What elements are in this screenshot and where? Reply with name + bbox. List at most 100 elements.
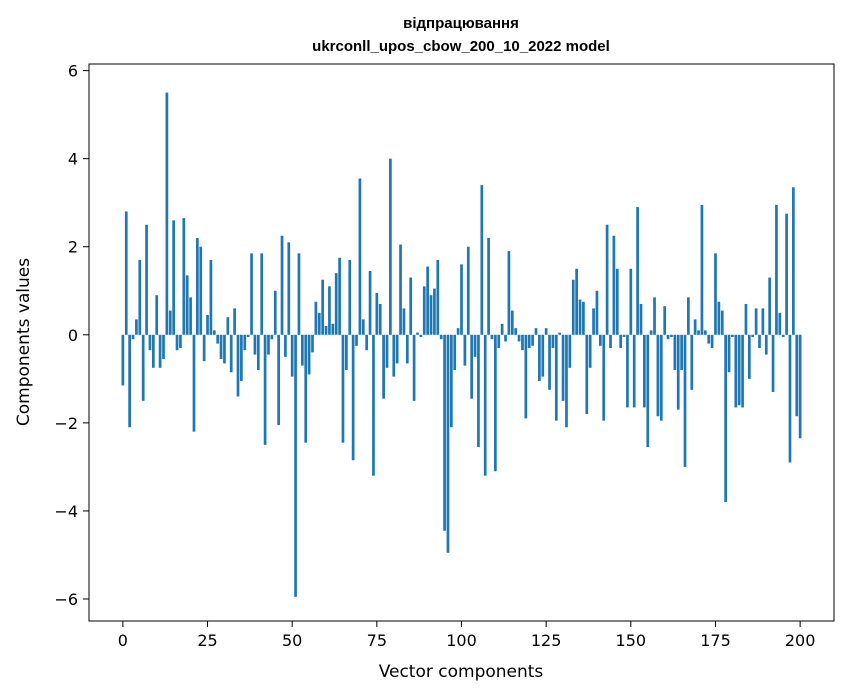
bar [348,259,352,335]
bar [351,334,355,461]
bar [470,334,474,399]
bar [656,334,660,417]
bar [582,301,585,335]
bar [571,279,575,335]
bar [595,290,599,335]
bar [439,334,443,340]
bar [612,235,616,335]
bar [446,334,450,553]
bar [527,334,531,348]
bar [128,334,131,428]
bar [419,334,423,337]
bar [724,334,727,503]
bar [588,334,592,368]
bar [659,334,663,421]
bar [304,334,308,443]
bar [405,334,409,364]
bar [361,319,365,335]
bar [165,92,169,335]
bar [311,334,314,353]
y-tick-label: 6 [68,62,78,81]
y-tick-label: −6 [54,590,78,609]
bar [747,334,751,379]
bar [714,253,717,335]
bar [605,224,609,335]
bar [402,308,406,335]
bar [314,301,318,335]
bar [477,334,480,448]
bar [199,246,203,335]
bar [436,259,440,335]
bar [785,213,788,335]
bar [690,334,694,390]
bar [592,308,595,335]
bar [538,334,541,382]
bar [798,334,802,439]
bar [206,314,209,335]
x-tick-label: 0 [118,631,128,650]
bar [534,328,538,335]
bar [328,286,331,335]
bar [615,268,619,335]
x-tick-label: 25 [197,631,217,650]
bar [368,270,372,335]
x-tick-label: 150 [616,631,647,650]
bar [764,334,768,355]
bar [598,334,602,346]
x-tick-label: 200 [785,631,816,650]
bar [700,204,704,335]
bar [510,310,514,335]
bar [500,323,504,335]
bar [670,334,673,337]
y-tick-label: −2 [54,414,78,433]
bar [514,328,518,335]
bar [487,237,490,335]
bar [175,334,179,351]
bar [771,334,775,393]
bar [121,334,125,386]
bar [233,308,236,335]
bar [683,334,687,467]
bar [300,334,304,366]
bar [168,310,172,335]
bar [494,334,497,472]
x-tick-label: 50 [282,631,302,650]
bar [788,334,792,463]
bar [280,235,284,335]
bar [297,253,301,335]
bar [761,308,765,335]
bar [758,334,761,348]
bar [192,334,196,432]
bar [653,297,656,335]
bar [561,334,565,401]
bar [453,334,457,371]
bar [768,277,772,335]
bar [270,334,274,340]
x-tick-label: 100 [446,631,477,650]
bar [548,334,551,390]
bar [463,334,467,366]
bar [263,334,267,445]
bar [426,266,429,335]
bar [737,334,741,406]
bar [223,334,226,364]
bar [389,158,392,335]
bar [267,334,270,355]
bar [632,334,636,408]
bar [317,312,321,335]
bar [551,334,555,348]
bar [433,288,436,335]
bar [741,334,744,408]
bar [399,244,402,335]
bar [626,334,629,408]
bar [731,334,734,337]
bar [246,334,250,337]
bar [212,330,216,335]
bar [795,334,799,417]
bars [121,92,802,597]
bar [148,334,152,351]
bar [385,334,389,368]
bar [229,334,233,373]
bar [602,334,606,421]
bar [429,295,433,335]
